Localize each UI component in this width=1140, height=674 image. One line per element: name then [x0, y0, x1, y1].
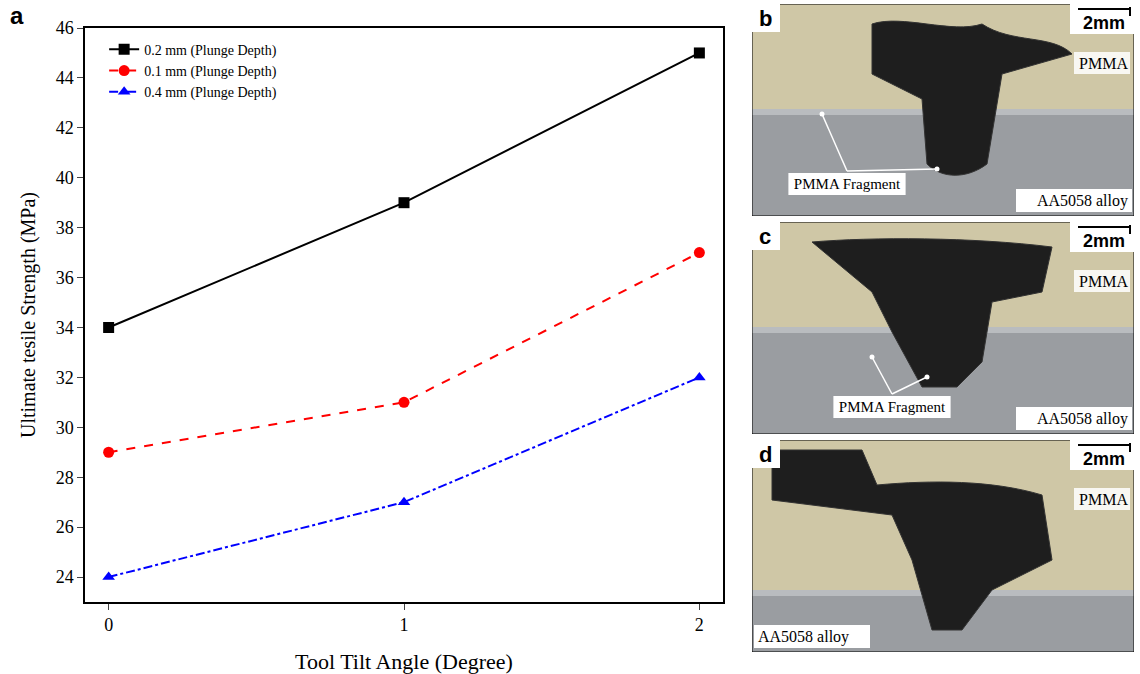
svg-text:38: 38 [56, 218, 74, 238]
svg-text:AA5058 alloy: AA5058 alloy [1037, 410, 1128, 428]
svg-text:PMMA: PMMA [1079, 491, 1128, 508]
svg-text:28: 28 [56, 468, 74, 488]
svg-text:36: 36 [56, 268, 74, 288]
svg-text:PMMA Fragment: PMMA Fragment [794, 176, 901, 192]
html-text:a: a [10, 2, 24, 29]
svg-text:0: 0 [104, 615, 113, 635]
svg-text:b: b [759, 6, 772, 31]
svg-text:c: c [759, 224, 771, 249]
svg-text:46: 46 [56, 18, 74, 38]
svg-text:2mm: 2mm [1083, 449, 1125, 469]
svg-text:AA5058 alloy: AA5058 alloy [1037, 192, 1128, 210]
svg-text:PMMA: PMMA [1079, 55, 1128, 72]
svg-text:0.1 mm (Plunge Depth): 0.1 mm (Plunge Depth) [144, 64, 277, 80]
svg-text:42: 42 [56, 118, 74, 138]
svg-text:Ultimate tesile Strength (MPa): Ultimate tesile Strength (MPa) [17, 192, 40, 438]
svg-text:44: 44 [56, 68, 74, 88]
svg-text:40: 40 [56, 168, 74, 188]
svg-text:1: 1 [400, 615, 409, 635]
svg-text:32: 32 [56, 368, 74, 388]
svg-text:34: 34 [56, 318, 74, 338]
svg-text:26: 26 [56, 517, 74, 537]
svg-text:30: 30 [56, 418, 74, 438]
svg-text:0.4 mm (Plunge Depth): 0.4 mm (Plunge Depth) [144, 85, 277, 101]
svg-text:PMMA: PMMA [1079, 273, 1128, 290]
svg-text:Tool Tilt Angle (Degree): Tool Tilt Angle (Degree) [295, 649, 513, 674]
svg-text:2mm: 2mm [1083, 13, 1125, 33]
svg-text:24: 24 [56, 567, 74, 587]
svg-text:d: d [759, 442, 772, 467]
svg-text:0.2 mm (Plunge Depth): 0.2 mm (Plunge Depth) [144, 43, 277, 59]
svg-text:AA5058 alloy: AA5058 alloy [758, 628, 849, 646]
svg-text:PMMA Fragment: PMMA Fragment [839, 399, 946, 415]
svg-text:2mm: 2mm [1083, 231, 1125, 251]
svg-text:2: 2 [695, 615, 704, 635]
